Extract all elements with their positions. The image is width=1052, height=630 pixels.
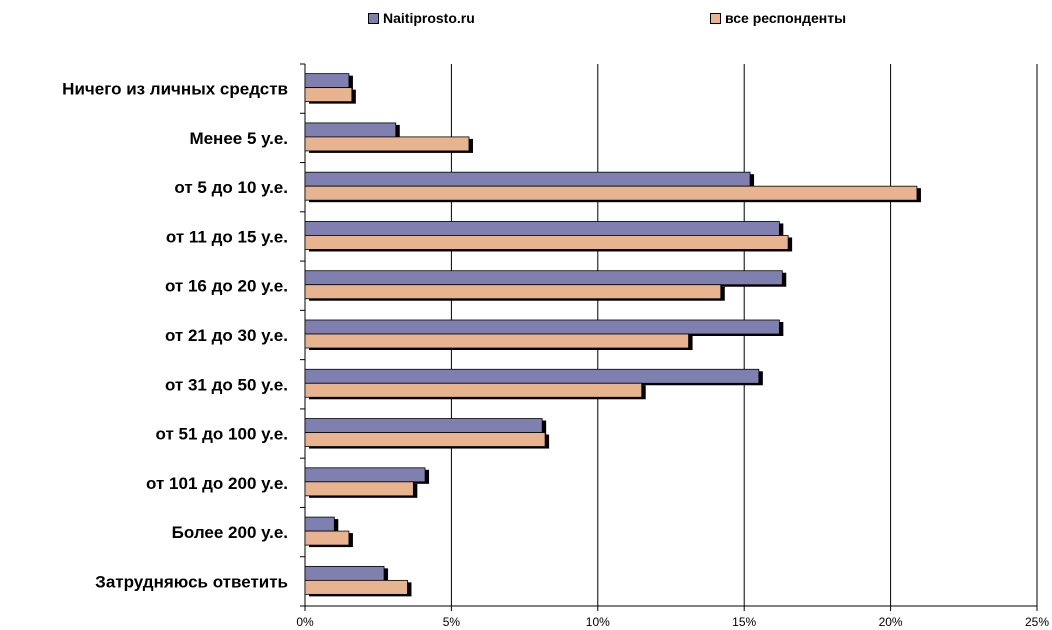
bar-series2 bbox=[304, 432, 546, 447]
bar-series1 bbox=[304, 221, 780, 236]
category-label: от 31 до 50 у.е. bbox=[165, 375, 288, 394]
legend-swatch-series1 bbox=[368, 12, 379, 24]
bar-series2 bbox=[304, 185, 918, 201]
bar-series1 bbox=[304, 418, 543, 433]
legend-swatch-series2 bbox=[710, 12, 721, 24]
bar-series1 bbox=[304, 319, 780, 335]
bar-series2 bbox=[304, 284, 722, 300]
bar-series1 bbox=[304, 467, 426, 483]
category-label: Более 200 у.е. bbox=[172, 523, 288, 542]
category-label: Ничего из личных средств bbox=[62, 80, 288, 99]
bar-series2 bbox=[304, 87, 353, 103]
bar-series1 bbox=[304, 516, 335, 532]
x-tick-label: 15% bbox=[732, 615, 756, 629]
bar-series1 bbox=[304, 565, 385, 581]
legend-label-series2: все респонденты bbox=[725, 10, 847, 26]
category-label: от 101 до 200 у.е. bbox=[146, 474, 288, 493]
category-label: Менее 5 у.е. bbox=[189, 129, 288, 148]
x-tick-label: 10% bbox=[586, 615, 610, 629]
bar-series2 bbox=[304, 235, 789, 250]
legend-label-series1: Naitiprosto.ru bbox=[383, 10, 475, 26]
bar-series1 bbox=[304, 122, 397, 138]
category-label: Затрудняюсь ответить bbox=[95, 572, 288, 591]
bar-series2 bbox=[304, 382, 643, 398]
bar-series1 bbox=[304, 171, 751, 187]
bar-series2 bbox=[304, 333, 689, 349]
category-label: от 51 до 100 у.е. bbox=[156, 425, 289, 444]
category-label: от 5 до 10 у.е. bbox=[174, 178, 288, 197]
legend: Naitiprosto.ru все респонденты bbox=[0, 10, 1052, 32]
category-label: от 16 до 20 у.е. bbox=[165, 277, 288, 296]
legend-item-series2: все респонденты bbox=[710, 10, 846, 26]
category-label: от 21 до 30 у.е. bbox=[165, 326, 288, 345]
x-tick-label: 0% bbox=[296, 615, 314, 629]
bar-series2 bbox=[304, 136, 470, 152]
bar-series2 bbox=[304, 530, 350, 546]
legend-item-series1: Naitiprosto.ru bbox=[368, 10, 475, 26]
x-tick-label: 25% bbox=[1025, 615, 1049, 629]
x-tick-label: 20% bbox=[879, 615, 903, 629]
bar-series2 bbox=[304, 481, 414, 497]
category-label: от 11 до 15 у.е. bbox=[166, 227, 288, 246]
bar-series1 bbox=[304, 73, 350, 89]
bar-series2 bbox=[304, 579, 408, 595]
bar-series1 bbox=[304, 270, 783, 286]
bar-series1 bbox=[304, 368, 760, 384]
x-tick-label: 5% bbox=[443, 615, 461, 629]
